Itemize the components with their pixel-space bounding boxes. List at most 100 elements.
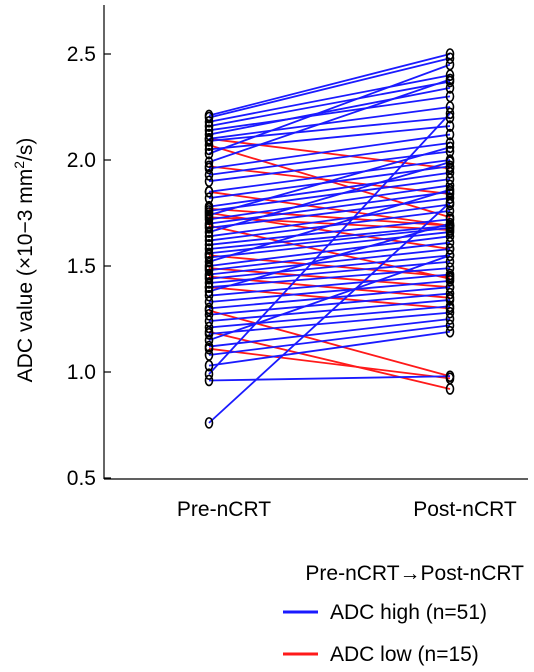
x-labels: Pre-nCRT Post-nCRT [177, 498, 517, 521]
pre-point [204, 139, 214, 151]
pre-point [204, 296, 214, 308]
series-line [208, 112, 451, 375]
post-point [445, 73, 455, 86]
post-point [445, 137, 455, 149]
post-point [445, 211, 455, 224]
series-line [208, 292, 451, 316]
post-point [445, 372, 455, 385]
post-point [445, 302, 455, 315]
pre-point [204, 304, 214, 317]
pre-point [204, 234, 214, 247]
pre-point [204, 133, 214, 145]
series-line [208, 267, 451, 289]
pre-point [204, 321, 214, 334]
series-lines [208, 53, 451, 424]
legend-item-high: ADC high (n=51) [283, 601, 487, 624]
series-line [208, 190, 451, 225]
pre-point [204, 374, 214, 387]
x-category-label: Post-nCRT [413, 498, 517, 521]
series-line [208, 57, 451, 119]
pre-point [204, 255, 214, 268]
series-line [208, 273, 451, 297]
pre-point [204, 207, 214, 219]
post-point [445, 162, 455, 175]
y-tick-label: 2.0 [67, 149, 96, 172]
legend: Pre-nCRT→Post-nCRT ADC high (n=51) ADC l… [283, 562, 524, 666]
y-tick-label: 2.5 [67, 43, 96, 66]
pre-point [204, 226, 214, 238]
axes [103, 5, 528, 480]
series-line [208, 171, 451, 208]
pre-point [204, 289, 214, 302]
series-line [208, 63, 451, 155]
series-line [208, 305, 451, 329]
series-line [208, 216, 451, 231]
y-tick-label: 1.5 [67, 255, 96, 278]
series-line [208, 222, 451, 293]
post-point [445, 205, 455, 217]
series-line [208, 80, 451, 127]
series-line [208, 188, 451, 263]
post-point [445, 156, 455, 168]
pre-point [204, 368, 214, 380]
series-line [208, 146, 451, 216]
series-line [208, 184, 451, 221]
post-point [445, 325, 455, 338]
pre-point [204, 116, 214, 128]
post-point [445, 141, 455, 154]
post-point [445, 236, 455, 249]
pre-point [204, 262, 214, 274]
series-line [208, 197, 451, 229]
pre-point [204, 169, 214, 181]
post-point [445, 107, 455, 120]
post-point [445, 183, 455, 196]
y-ticks: 0.5 1.0 1.5 2.0 2.5 [67, 43, 111, 490]
series-line [208, 137, 451, 170]
pre-point [204, 334, 214, 347]
post-point [445, 111, 455, 124]
series-line [208, 201, 451, 424]
series-line [208, 324, 451, 356]
pre-point [204, 120, 214, 132]
series-line [208, 142, 451, 176]
series-line [208, 254, 451, 278]
series-line [208, 87, 451, 136]
post-point [445, 179, 455, 192]
series-line [208, 74, 451, 123]
series-line [208, 330, 451, 367]
series-line [208, 235, 451, 267]
series-line [208, 165, 451, 200]
post-point [445, 306, 455, 319]
pre-point [204, 147, 214, 160]
pre-point [204, 111, 214, 124]
series-line [208, 279, 451, 303]
pre-point [204, 156, 214, 168]
series-line [208, 299, 451, 323]
series-line [208, 125, 451, 151]
post-point [445, 120, 455, 132]
series-line [208, 248, 451, 276]
series-line [208, 254, 451, 280]
post-point [445, 224, 455, 236]
pre-point [204, 160, 214, 173]
series-line [208, 318, 451, 348]
y-tick-label: 0.5 [67, 467, 96, 490]
post-point [445, 128, 455, 141]
pre-point [204, 277, 214, 289]
post-point [445, 319, 455, 332]
pre-point [204, 359, 214, 372]
pre-point [204, 281, 214, 294]
pre-point [204, 243, 214, 255]
data-points [204, 48, 455, 429]
legend-label-low: ADC low (n=15) [330, 643, 479, 666]
post-point [445, 52, 455, 65]
series-line [208, 375, 451, 382]
legend-label-high: ADC high (n=51) [330, 601, 487, 624]
post-point [445, 188, 455, 200]
pre-point [204, 417, 214, 429]
pre-point [204, 249, 214, 262]
post-point [445, 192, 455, 204]
pre-point [204, 219, 214, 232]
post-point [445, 82, 455, 94]
